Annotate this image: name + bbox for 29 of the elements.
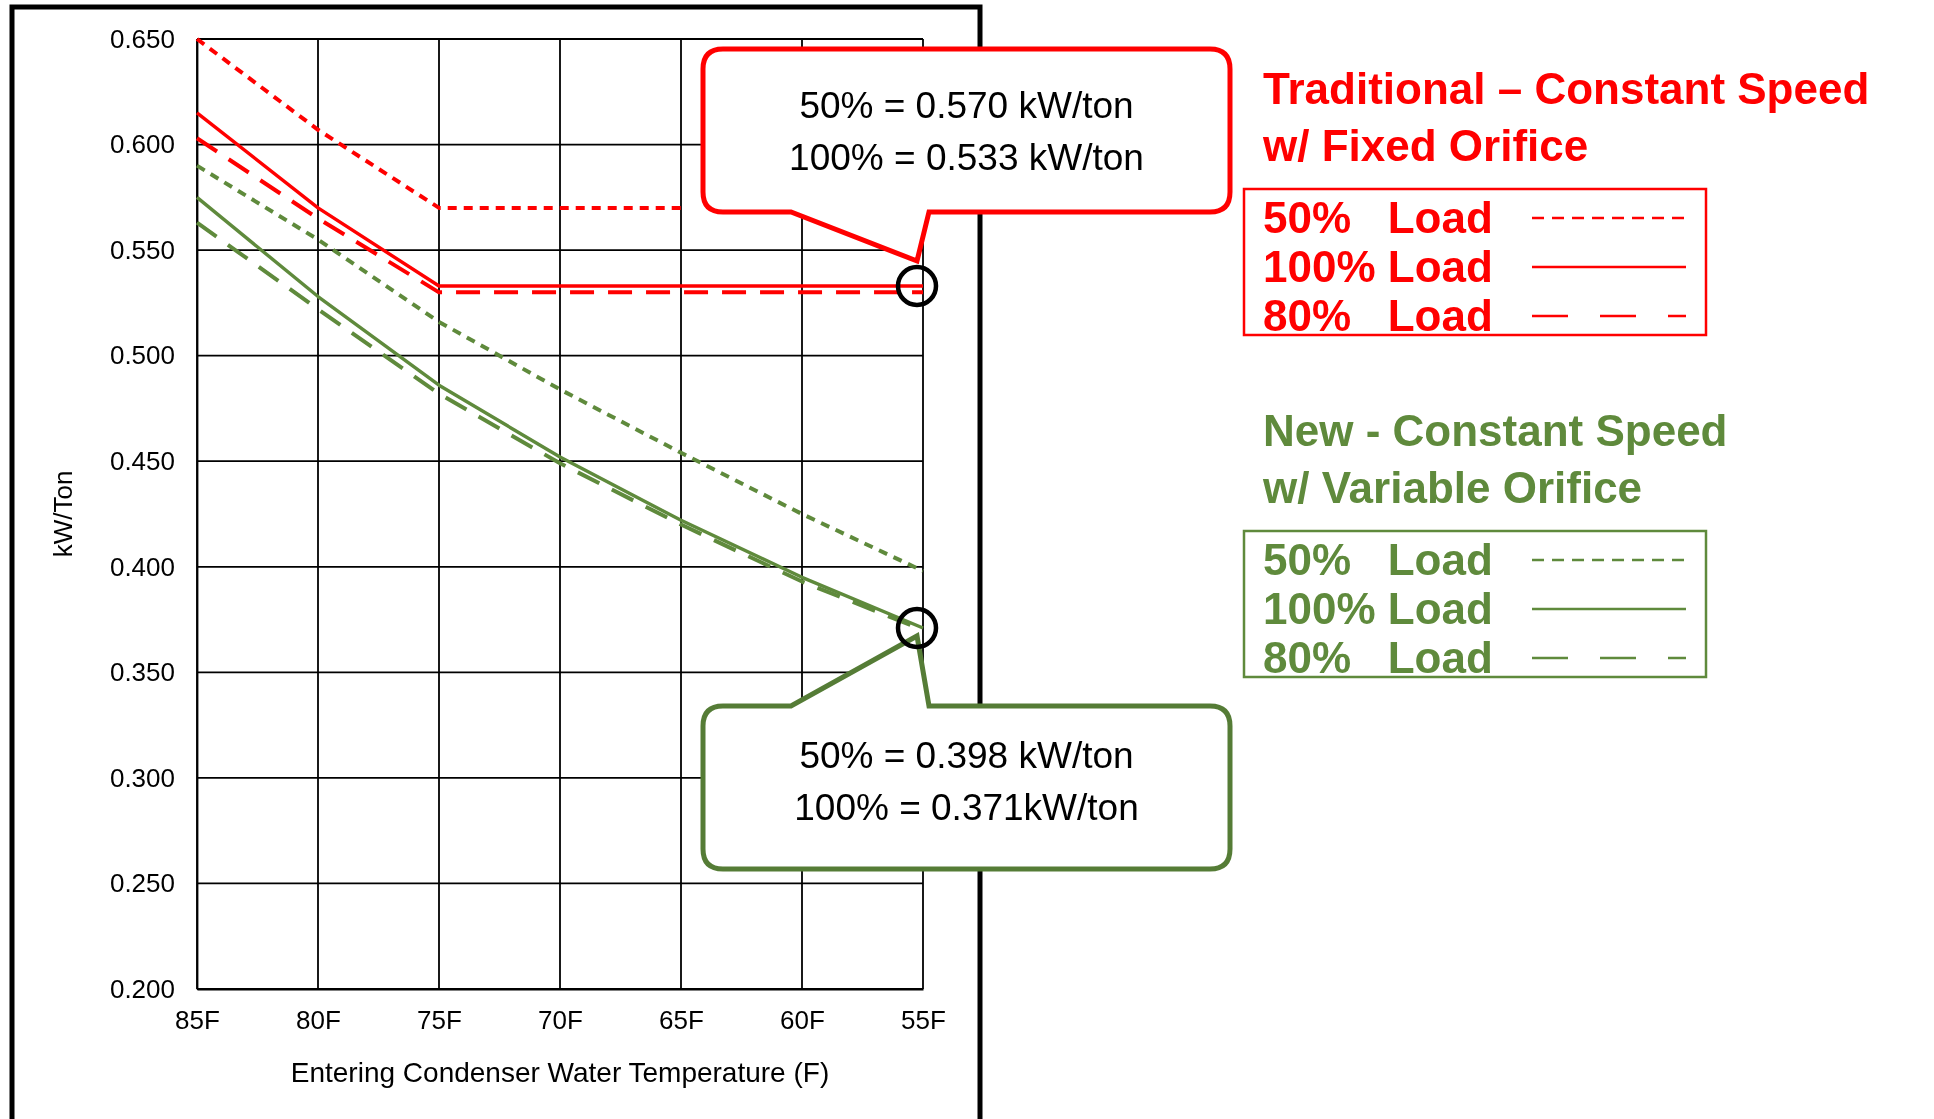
legend-label: 50% Load	[1263, 535, 1493, 584]
text: New - Constant Speed w/ Variable Orifice	[1262, 406, 1728, 512]
legend-label: 100% Load	[1263, 242, 1493, 291]
x-tick-label: 80F	[296, 1005, 341, 1036]
x-tick-label: 65F	[659, 1005, 704, 1036]
x-tick-label: 70F	[538, 1005, 583, 1036]
x-tick-label: 55F	[901, 1005, 946, 1036]
legend-label: 100% Load	[1263, 584, 1493, 633]
text: Traditional – Constant Speed w/ Fixed Orifice	[1262, 64, 1870, 170]
annotation: 50% = 0.570 kW/ton 100% = 0.533 kW/ton	[789, 85, 1144, 178]
y-tick-label: 0.500	[109, 340, 175, 371]
y-tick-label: 0.400	[109, 551, 175, 582]
x-tick-label: 60F	[780, 1005, 825, 1036]
y-tick-label: 0.300	[109, 762, 175, 793]
y-tick-label: 0.650	[109, 23, 175, 54]
x-axis-title: Entering Condenser Water Temperature (F)	[290, 1057, 830, 1088]
legend-label: 50% Load	[1263, 193, 1493, 242]
y-axis-title: kW/Ton	[48, 470, 78, 558]
y-tick-label: 0.600	[109, 129, 175, 160]
y-tick-label: 0.250	[109, 868, 175, 899]
y-tick-label: 0.350	[109, 657, 175, 688]
legend-label: 80% Load	[1263, 291, 1493, 340]
y-tick-label: 0.200	[109, 973, 175, 1004]
annotation: 50% = 0.398 kW/ton 100% = 0.371kW/ton	[794, 735, 1139, 828]
y-tick-label: 0.450	[109, 446, 175, 477]
x-tick-label: 85F	[175, 1005, 220, 1036]
x-tick-label: 75F	[417, 1005, 462, 1036]
y-tick-label: 0.550	[109, 234, 175, 265]
legend-label: 80% Load	[1263, 633, 1493, 682]
